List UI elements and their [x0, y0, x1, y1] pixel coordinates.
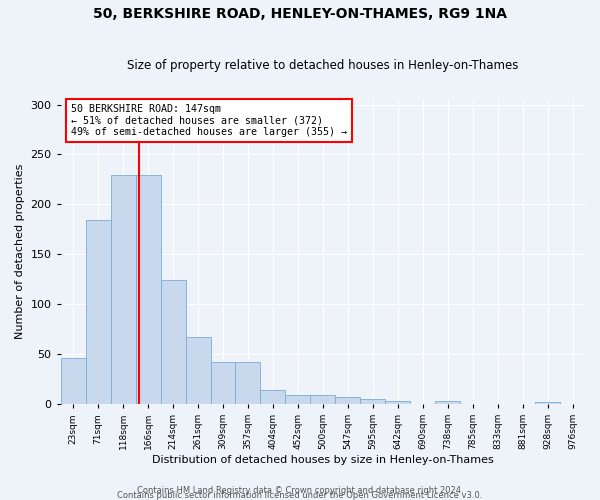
Bar [235, 362, 260, 404]
Text: 50 BERKSHIRE ROAD: 147sqm
← 51% of detached houses are smaller (372)
49% of semi: 50 BERKSHIRE ROAD: 147sqm ← 51% of detac… [71, 104, 347, 138]
Bar [310, 395, 335, 404]
Bar [385, 401, 410, 404]
Bar [260, 390, 286, 404]
Bar [535, 402, 560, 404]
Bar [136, 176, 161, 404]
Bar [286, 395, 310, 404]
Bar [185, 337, 211, 404]
Bar [335, 397, 361, 404]
Bar [435, 401, 460, 404]
Bar [110, 176, 136, 404]
Text: 50, BERKSHIRE ROAD, HENLEY-ON-THAMES, RG9 1NA: 50, BERKSHIRE ROAD, HENLEY-ON-THAMES, RG… [93, 8, 507, 22]
Title: Size of property relative to detached houses in Henley-on-Thames: Size of property relative to detached ho… [127, 59, 518, 72]
Bar [61, 358, 86, 404]
Text: Contains HM Land Registry data © Crown copyright and database right 2024.: Contains HM Land Registry data © Crown c… [137, 486, 463, 495]
Bar [211, 362, 235, 404]
Bar [86, 220, 110, 404]
Bar [361, 399, 385, 404]
Text: Contains public sector information licensed under the Open Government Licence v3: Contains public sector information licen… [118, 491, 482, 500]
Y-axis label: Number of detached properties: Number of detached properties [15, 164, 25, 340]
Bar [161, 280, 185, 404]
X-axis label: Distribution of detached houses by size in Henley-on-Thames: Distribution of detached houses by size … [152, 455, 494, 465]
